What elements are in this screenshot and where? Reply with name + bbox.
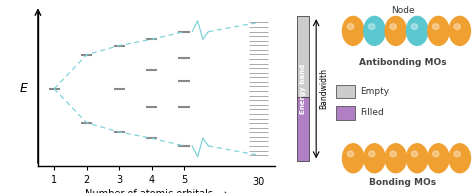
Bar xyxy=(336,106,355,120)
Ellipse shape xyxy=(433,24,439,30)
Ellipse shape xyxy=(369,151,375,157)
Text: 30: 30 xyxy=(253,177,265,187)
Text: Bandwidth: Bandwidth xyxy=(319,68,328,109)
Text: Empty: Empty xyxy=(360,87,389,96)
Ellipse shape xyxy=(369,24,375,30)
Circle shape xyxy=(406,144,428,173)
Circle shape xyxy=(449,16,470,45)
Ellipse shape xyxy=(347,151,354,157)
X-axis label: Number of atomic orbitals  →: Number of atomic orbitals → xyxy=(85,189,228,193)
Circle shape xyxy=(406,16,428,45)
Ellipse shape xyxy=(411,151,418,157)
Text: Filled: Filled xyxy=(360,108,384,117)
Ellipse shape xyxy=(454,151,460,157)
Circle shape xyxy=(385,144,406,173)
Ellipse shape xyxy=(433,151,439,157)
Text: E: E xyxy=(20,82,27,95)
Ellipse shape xyxy=(411,24,418,30)
Text: Antibonding MOs: Antibonding MOs xyxy=(359,58,447,67)
Ellipse shape xyxy=(390,151,396,157)
Bar xyxy=(297,16,309,96)
Ellipse shape xyxy=(390,24,396,30)
Ellipse shape xyxy=(347,24,354,30)
Text: Node: Node xyxy=(391,6,415,15)
Bar xyxy=(297,96,309,161)
Circle shape xyxy=(342,144,364,173)
Ellipse shape xyxy=(454,24,460,30)
Bar xyxy=(336,85,355,98)
Circle shape xyxy=(385,16,406,45)
Circle shape xyxy=(428,16,449,45)
Text: Energy band: Energy band xyxy=(300,64,306,114)
Text: Bonding MOs: Bonding MOs xyxy=(369,178,437,187)
Circle shape xyxy=(428,144,449,173)
Circle shape xyxy=(364,144,385,173)
Circle shape xyxy=(364,16,385,45)
Circle shape xyxy=(342,16,364,45)
Circle shape xyxy=(449,144,470,173)
